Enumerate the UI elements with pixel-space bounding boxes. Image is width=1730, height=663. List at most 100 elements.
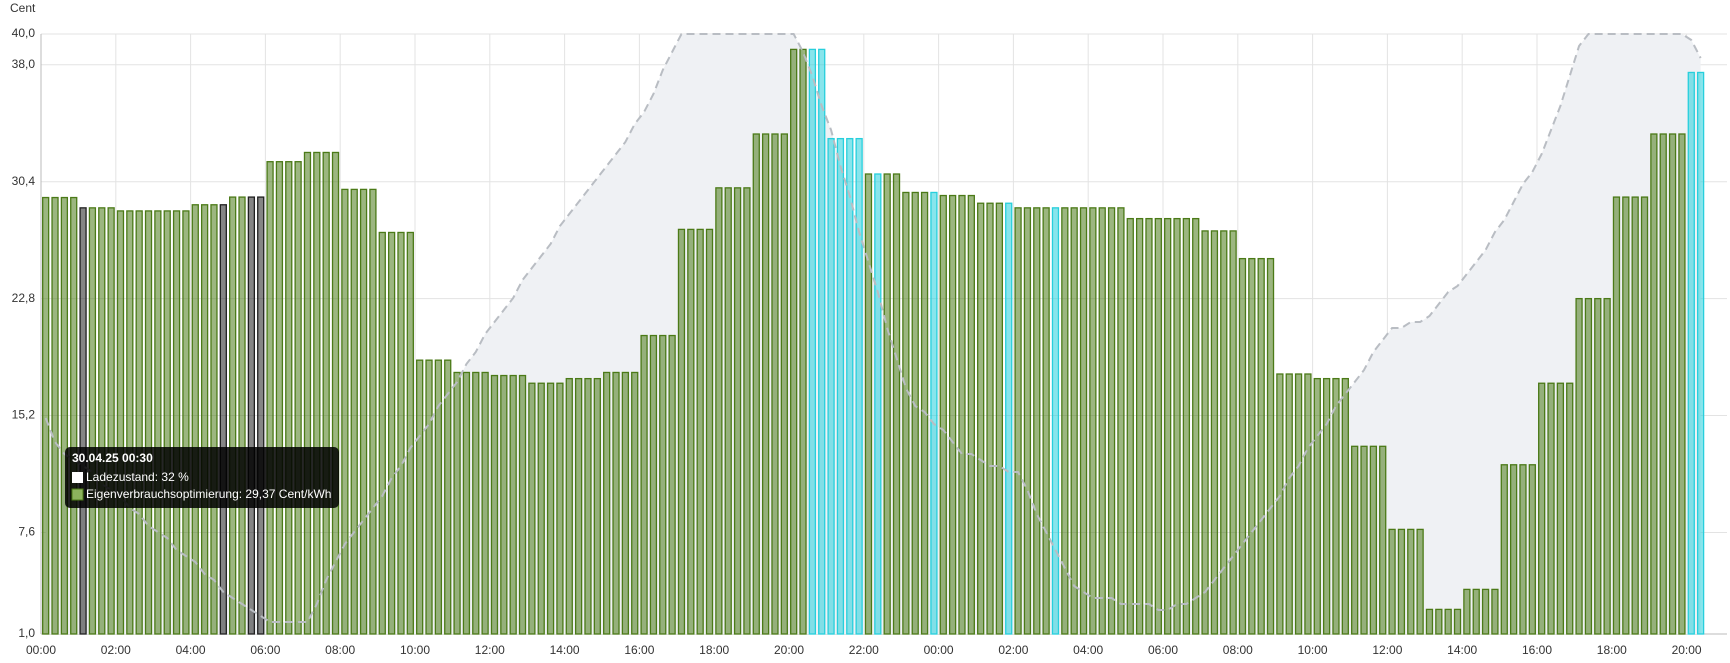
- x-tick-label: 02:00: [101, 643, 131, 657]
- bar: [1285, 373, 1293, 635]
- bar: [490, 374, 499, 635]
- bar: [621, 371, 630, 635]
- bar: [715, 187, 723, 635]
- bar: [1098, 207, 1106, 635]
- bar: [780, 133, 788, 635]
- bar: [1463, 588, 1471, 635]
- bar: [1117, 207, 1125, 635]
- bar: [1584, 297, 1593, 635]
- bar: [1173, 217, 1181, 635]
- bar: [1042, 207, 1050, 635]
- x-tick-label: 14:00: [1447, 643, 1477, 657]
- x-tick-label: 22:00: [849, 643, 879, 657]
- bar: [1313, 377, 1321, 635]
- tooltip-title: 30.04.25 00:30: [72, 451, 153, 465]
- bar: [303, 151, 312, 635]
- bar: [406, 231, 414, 635]
- bar: [603, 371, 611, 635]
- bar: [1388, 528, 1396, 635]
- bar: [1650, 133, 1658, 635]
- bar: [1051, 207, 1060, 635]
- bar: [472, 371, 480, 635]
- bar: [1575, 297, 1583, 635]
- bar: [724, 187, 732, 635]
- bar: [1351, 445, 1359, 635]
- line-area: [45, 34, 1701, 634]
- bar: [1612, 196, 1621, 635]
- bar: [341, 188, 349, 635]
- y-tick-label: 38,0: [12, 57, 36, 71]
- x-tick-label: 06:00: [250, 643, 280, 657]
- bar: [1126, 217, 1134, 635]
- bar: [1192, 217, 1200, 635]
- bar: [294, 161, 302, 635]
- bar: [967, 194, 975, 635]
- bar: [1696, 71, 1705, 635]
- bar: [546, 382, 555, 635]
- y-axis-label: Cent: [10, 1, 36, 15]
- bar: [462, 371, 471, 635]
- bar: [1220, 230, 1228, 635]
- bar: [135, 210, 143, 635]
- bar: [1294, 373, 1303, 635]
- bar: [1164, 217, 1172, 635]
- bar: [1023, 207, 1032, 635]
- bar: [1304, 373, 1312, 635]
- bar: [1089, 207, 1097, 635]
- bar: [1061, 207, 1069, 635]
- y-tick-label: 22,8: [12, 291, 36, 305]
- bar: [98, 207, 106, 635]
- bar: [481, 371, 489, 635]
- bar: [1491, 588, 1499, 635]
- bar: [892, 173, 901, 635]
- bar: [60, 196, 69, 635]
- bar: [79, 207, 87, 635]
- bar: [995, 202, 1004, 635]
- bar: [659, 334, 667, 635]
- x-tick-label: 06:00: [1148, 643, 1178, 657]
- bar: [958, 194, 966, 635]
- bar: [210, 204, 218, 635]
- bar: [855, 137, 863, 635]
- bar: [1210, 230, 1219, 635]
- x-tick-label: 04:00: [1073, 643, 1103, 657]
- y-tick-label: 40,0: [12, 26, 36, 40]
- bar: [1500, 464, 1508, 635]
- bar: [677, 228, 686, 635]
- x-tick-label: 20:00: [1672, 643, 1702, 657]
- tooltip-swatch: [71, 488, 84, 501]
- bar: [696, 228, 704, 635]
- bar: [640, 334, 648, 635]
- x-tick-label: 16:00: [624, 643, 654, 657]
- bar: [631, 371, 639, 635]
- bar: [1435, 608, 1443, 635]
- bar: [191, 204, 199, 635]
- bar: [1005, 202, 1013, 635]
- bar: [182, 210, 190, 635]
- bar: [266, 161, 274, 635]
- bar: [1079, 207, 1088, 635]
- bar: [808, 48, 817, 635]
- bar: [416, 359, 424, 635]
- bar: [818, 48, 826, 635]
- bar: [359, 188, 368, 635]
- bar: [1528, 464, 1536, 635]
- bar: [200, 204, 209, 635]
- bar: [1033, 207, 1041, 635]
- x-tick-label: 12:00: [1372, 643, 1402, 657]
- bar: [154, 210, 162, 635]
- bar: [238, 196, 246, 635]
- bar: [1481, 588, 1490, 635]
- x-tick-label: 16:00: [1522, 643, 1552, 657]
- bar: [1107, 207, 1116, 635]
- bar: [902, 191, 910, 635]
- bar: [518, 374, 527, 635]
- bar: [1472, 588, 1480, 635]
- bar: [1640, 196, 1649, 635]
- bar: [1238, 257, 1247, 635]
- bar: [1622, 196, 1630, 635]
- bar: [1248, 257, 1256, 635]
- x-tick-label: 18:00: [699, 643, 729, 657]
- bar: [285, 161, 293, 635]
